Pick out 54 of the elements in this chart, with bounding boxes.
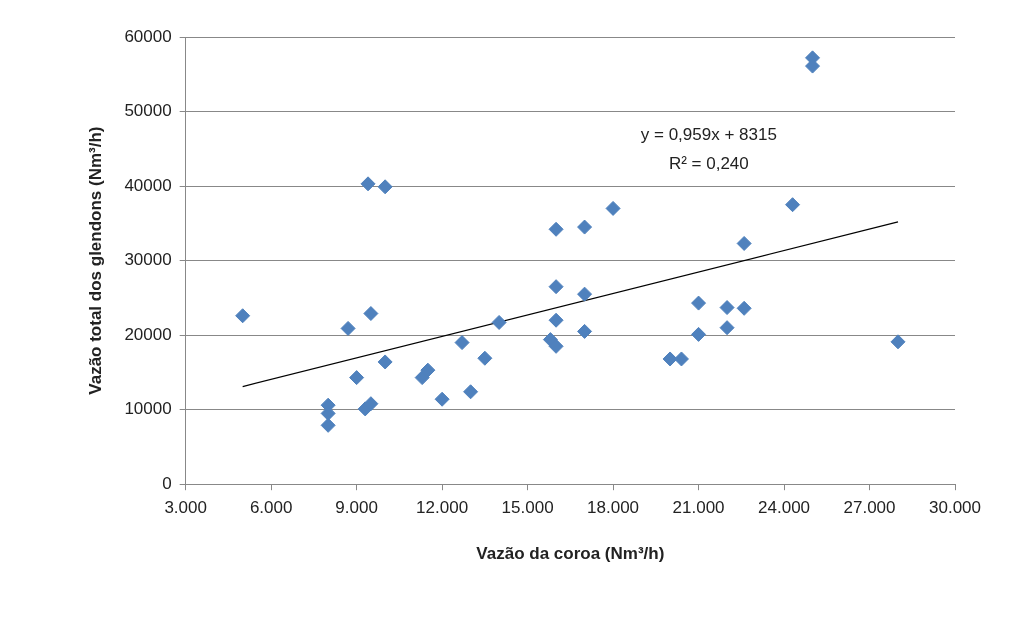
point bbox=[235, 308, 251, 324]
point bbox=[420, 362, 436, 378]
point bbox=[719, 300, 735, 316]
y-tick-label: 50000 bbox=[124, 101, 172, 121]
annotation: y = 0,959x + 8315 bbox=[640, 124, 777, 144]
point bbox=[360, 176, 376, 192]
x-tick-label: 15.000 bbox=[501, 498, 554, 518]
point bbox=[477, 350, 493, 366]
x-tick-label: 9.000 bbox=[335, 498, 378, 518]
y-tick-label: 0 bbox=[162, 473, 172, 493]
y-axis-title: Vazão total dos glendons (Nm³/h) bbox=[85, 126, 105, 395]
y-tick-label: 10000 bbox=[124, 399, 172, 419]
point bbox=[320, 417, 336, 433]
point bbox=[548, 312, 564, 328]
point bbox=[605, 200, 621, 216]
point bbox=[736, 235, 752, 251]
x-tick-label: 24.000 bbox=[758, 498, 811, 518]
point bbox=[377, 354, 393, 370]
point bbox=[463, 384, 479, 400]
point bbox=[577, 219, 593, 235]
point bbox=[377, 179, 393, 195]
y-tick-label: 20000 bbox=[124, 324, 172, 344]
point bbox=[548, 221, 564, 237]
point bbox=[434, 391, 450, 407]
point bbox=[785, 197, 801, 213]
point bbox=[363, 396, 379, 412]
y-tick-label: 40000 bbox=[124, 175, 172, 195]
point bbox=[454, 335, 470, 351]
point bbox=[719, 320, 735, 336]
point bbox=[577, 286, 593, 302]
point bbox=[548, 338, 564, 354]
point bbox=[548, 279, 564, 295]
x-tick-label: 12.000 bbox=[416, 498, 469, 518]
x-axis-title: Vazão da coroa (Nm³/h) bbox=[476, 544, 665, 564]
point bbox=[736, 300, 752, 316]
point bbox=[691, 295, 707, 311]
x-tick-label: 30.000 bbox=[929, 498, 981, 518]
x-tick-label: 18.000 bbox=[587, 498, 640, 518]
point bbox=[363, 306, 379, 322]
point bbox=[691, 326, 707, 342]
point bbox=[890, 334, 906, 350]
point bbox=[414, 370, 430, 386]
x-tick-label: 21.000 bbox=[672, 498, 725, 518]
y-tick-label: 60000 bbox=[124, 26, 172, 46]
point bbox=[349, 370, 365, 386]
x-tick-label: 27.000 bbox=[843, 498, 896, 518]
annotation: R² = 0,240 bbox=[668, 153, 749, 173]
y-tick-label: 30000 bbox=[124, 250, 172, 270]
point bbox=[662, 351, 678, 367]
x-tick-label: 6.000 bbox=[249, 498, 293, 518]
point bbox=[491, 314, 507, 330]
x-tick-label: 3.000 bbox=[164, 498, 207, 518]
point bbox=[577, 323, 593, 339]
point bbox=[340, 320, 356, 336]
